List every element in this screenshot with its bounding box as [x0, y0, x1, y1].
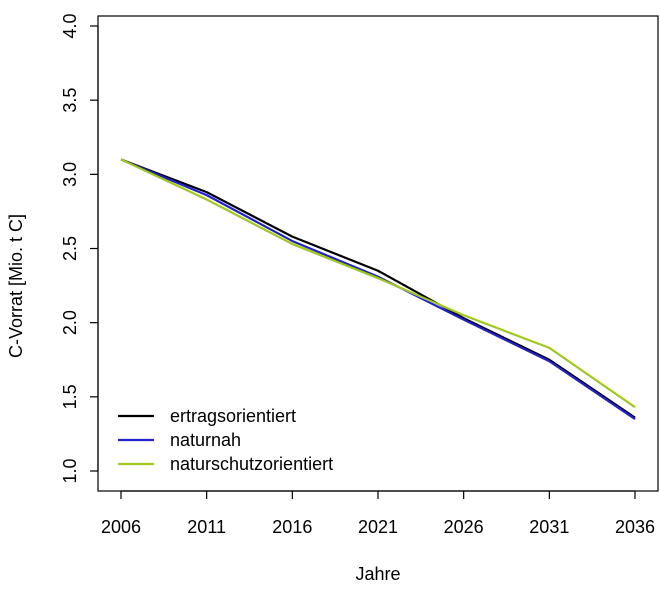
x-tick-label-1: 2011: [187, 517, 226, 537]
series-line-1: [120, 158, 636, 420]
series-line-2: [120, 158, 636, 409]
x-tick-label-4: 2026: [444, 517, 484, 537]
x-tick-label-0: 2006: [101, 517, 141, 537]
y-tick-label-5: 3.5: [60, 88, 80, 113]
x-tick-label-3: 2021: [358, 517, 398, 537]
y-axis: 1.0 1.5 2.0 2.5 3.0 3.5 4.0: [60, 13, 99, 484]
series-lines: [120, 158, 636, 420]
legend-label-0: ertragsorientiert: [170, 406, 296, 426]
legend: ertragsorientiert naturnah naturschutzorie…: [118, 406, 333, 474]
y-tick-label-4: 3.0: [60, 162, 80, 187]
legend-label-1: naturnah: [170, 430, 241, 450]
y-axis-title: C-Vorrat [Mio. t C]: [6, 214, 26, 358]
y-tick-label-6: 4.0: [60, 13, 80, 38]
y-tick-label-3: 2.5: [60, 236, 80, 261]
y-tick-label-1: 1.5: [60, 384, 80, 409]
legend-label-2: naturschutzorientiert: [170, 454, 333, 474]
x-tick-label-2: 2016: [272, 517, 312, 537]
y-tick-label-2: 2.0: [60, 310, 80, 335]
x-tick-label-5: 2031: [529, 517, 569, 537]
series-line-0: [120, 158, 636, 419]
y-tick-label-0: 1.0: [60, 458, 80, 483]
x-axis: 2006 2011 2016 2021 2026 2031 2036: [101, 490, 655, 537]
x-tick-label-6: 2036: [615, 517, 655, 537]
x-axis-title: Jahre: [355, 564, 400, 584]
